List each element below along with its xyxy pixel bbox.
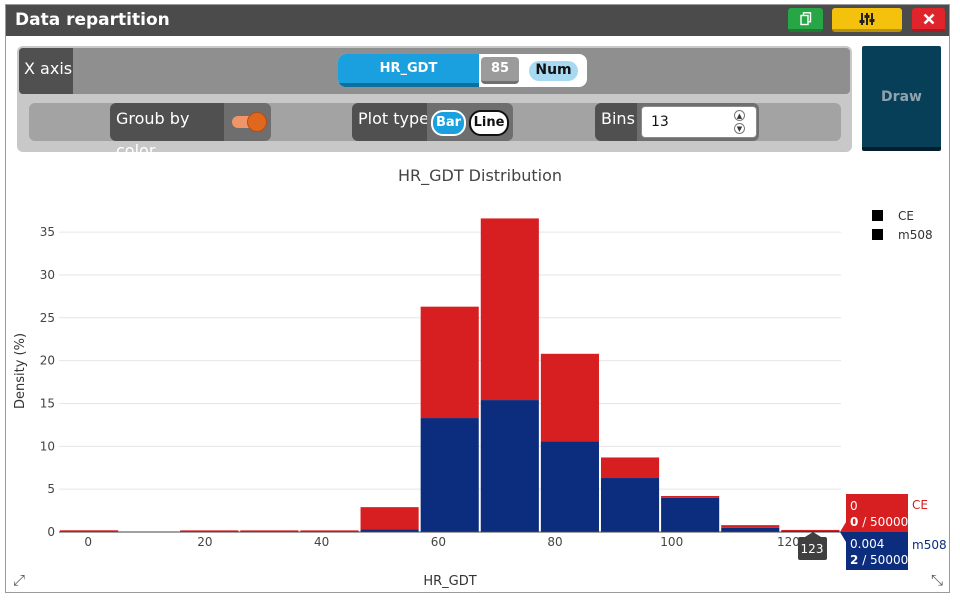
bar-ce-9 (600, 457, 660, 479)
close-icon (923, 13, 934, 24)
hover-m508-count: 2 / 50000 (850, 553, 908, 567)
x-tick-label: 80 (547, 535, 562, 549)
hover-m508-pointer (840, 532, 846, 542)
toggle-knob[interactable] (247, 112, 267, 132)
x-tick-label: 100 (660, 535, 683, 549)
legend-label-m508[interactable]: m508 (898, 228, 933, 242)
y-tick-label: 20 (40, 354, 55, 368)
copy-button[interactable] (788, 8, 823, 32)
y-tick-label: 5 (47, 482, 55, 496)
y-tick-label: 30 (40, 268, 55, 282)
bar-m508-7 (480, 400, 539, 532)
bar-m508-5 (360, 529, 419, 532)
x-axis-row: X axis HR_GDT 85 Num (19, 48, 850, 94)
bar-m508-6 (420, 418, 479, 532)
hover-m508-value: 0.004 (850, 537, 884, 551)
bar-m508-12 (781, 530, 840, 532)
hover-m508-box (846, 532, 908, 570)
hover-ce-pointer (840, 522, 846, 532)
legend-label-ce[interactable]: CE (898, 209, 914, 223)
sliders-icon (859, 12, 875, 25)
hover-ce-box (846, 494, 908, 532)
bar-ce-5 (360, 507, 419, 530)
data-repartition-window: Data repartition X a (5, 4, 950, 593)
bar-ce-6 (420, 306, 479, 419)
y-tick-label: 10 (40, 439, 55, 453)
x-axis-title: HR_GDT (423, 574, 476, 589)
x-tick-label: 0 (84, 535, 92, 549)
y-axis-title: Density (%) (13, 333, 28, 409)
field-name-button[interactable]: HR_GDT (338, 54, 479, 87)
hover-ce-value: 0 (850, 499, 858, 513)
y-tick-labels: 0 5 10 15 20 25 30 35 (40, 225, 55, 539)
plot-type-bar-button[interactable]: Bar (431, 110, 466, 136)
window-title: Data repartition (15, 10, 170, 30)
bins-control: 13 ▲ ▼ (637, 103, 759, 141)
x-axis-label: X axis (19, 48, 73, 94)
bar-ce-0 (60, 530, 119, 532)
bar-ce-4 (300, 530, 359, 532)
bar-ce-10 (661, 496, 720, 498)
bar-ce-3 (240, 530, 299, 532)
resize-right-icon[interactable]: ⤡ (931, 571, 944, 589)
bins-increment-icon[interactable]: ▲ (734, 110, 745, 121)
distribution-chart: 0 20 40 60 80 100 120 0 5 10 15 20 25 30 35 HR_GDT Di… (13, 166, 947, 589)
x-tick-label: 120 (777, 535, 800, 549)
plot-type-label: Plot type (352, 103, 432, 141)
plot-type-line-button[interactable]: Line (469, 110, 509, 136)
chart-title: HR_GDT Distribution (398, 166, 562, 186)
copy-icon (799, 11, 811, 25)
options-row: Groub by color Plot type Bar Line Bins 1… (29, 103, 841, 160)
x-tick-labels: 0 20 40 60 80 100 120 (84, 535, 800, 549)
histogram-bars (60, 218, 840, 532)
bins-decrement-icon[interactable]: ▼ (734, 123, 745, 134)
close-button[interactable] (912, 8, 945, 32)
bar-ce-12 (781, 529, 840, 532)
settings-button[interactable] (832, 8, 902, 32)
bar-ce-2 (180, 530, 239, 532)
legend-swatch-m508 (872, 229, 883, 240)
bar-ce-7 (480, 218, 539, 401)
group-by-color-toggle[interactable] (224, 103, 271, 141)
hover-x-label: 123 (801, 542, 824, 556)
plot-type-selector: Bar Line (427, 103, 513, 141)
legend-swatch-ce (872, 210, 883, 221)
hover-m508-series: m508 (912, 538, 947, 552)
resize-left-icon[interactable]: ⤢ (13, 571, 26, 589)
y-tick-label: 35 (40, 225, 55, 239)
window-titlebar[interactable]: Data repartition (6, 5, 949, 36)
x-axis-field: HR_GDT 85 Num (338, 54, 587, 87)
y-tick-label: 0 (47, 525, 55, 539)
bar-ce-11 (721, 525, 780, 528)
hover-x-box (798, 537, 827, 560)
x-tick-label: 20 (197, 535, 212, 549)
field-count-badge: 85 (481, 57, 519, 84)
chart-legend: CE m508 (872, 209, 933, 242)
bins-label: Bins (595, 103, 645, 141)
y-tick-label: 25 (40, 311, 55, 325)
bar-m508-9 (600, 478, 660, 532)
hover-ce-count: 0 / 50000 (850, 515, 908, 529)
hover-ce-series: CE (912, 498, 928, 512)
x-tick-label: 40 (314, 535, 329, 549)
bar-m508-10 (661, 497, 720, 532)
y-tick-label: 15 (40, 396, 55, 410)
group-by-color-label: Groub by color (110, 103, 230, 160)
bar-ce-8 (540, 353, 599, 442)
bar-m508-11 (721, 527, 780, 532)
hover-tooltip: 123 0 0 / 50000 CE 0.004 2 / 50000 m508 (798, 494, 947, 570)
field-type-badge: Num (529, 61, 578, 81)
controls-panel: X axis HR_GDT 85 Num Groub by color Plot… (17, 46, 852, 160)
hover-x-pointer (805, 532, 821, 537)
draw-button[interactable]: Draw (862, 46, 941, 151)
x-tick-label: 60 (431, 535, 446, 549)
bar-m508-8 (540, 441, 599, 532)
